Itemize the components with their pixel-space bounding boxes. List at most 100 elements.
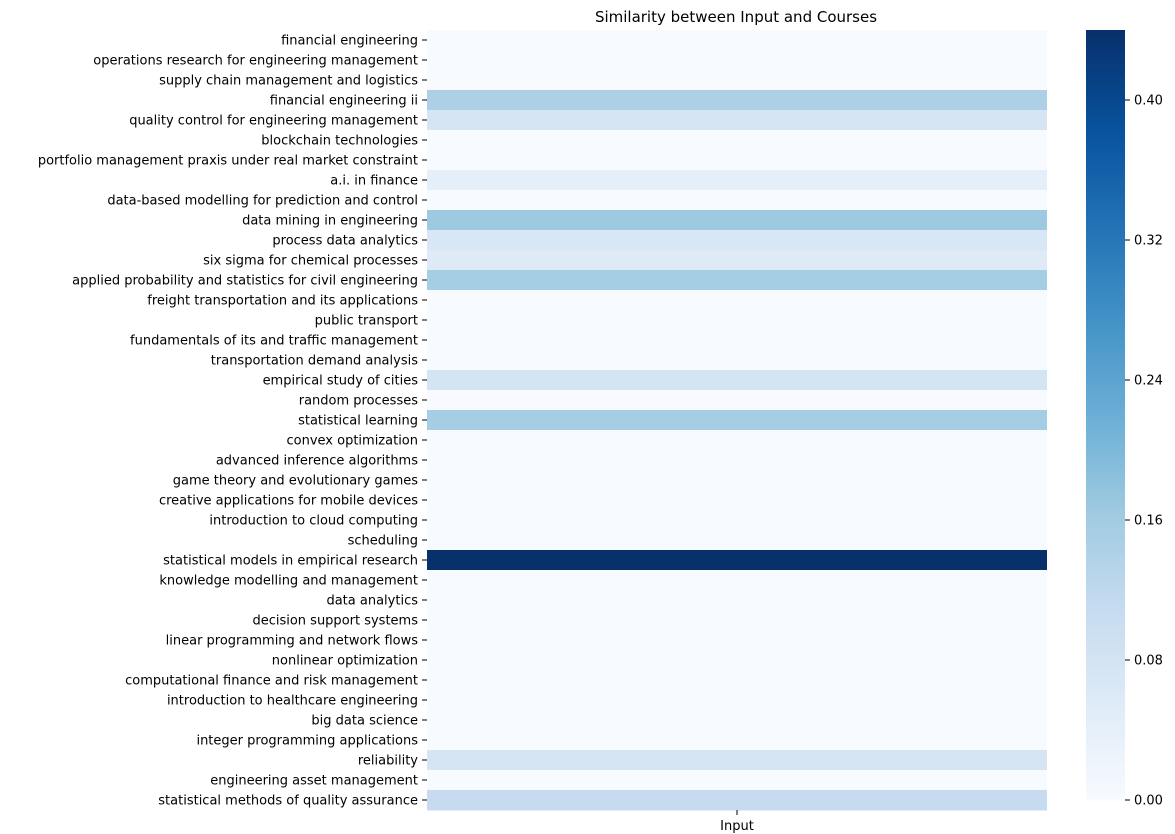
y-tick-label-computational-finance-and-risk-management: computational finance and risk managemen… bbox=[125, 674, 418, 689]
colorbar-gradient-step bbox=[1086, 56, 1125, 62]
colorbar-gradient-step bbox=[1086, 399, 1125, 405]
y-tick-label-knowledge-modelling-and-management: knowledge modelling and management bbox=[159, 574, 418, 589]
colorbar-gradient-step bbox=[1086, 661, 1125, 666]
colorbar-gradient-step bbox=[1086, 311, 1125, 316]
colorbar-gradient-step bbox=[1086, 588, 1125, 593]
heatmap-cell-engineering-asset-management bbox=[427, 770, 1047, 791]
colorbar-gradient-step bbox=[1086, 176, 1125, 181]
colorbar-gradient-step bbox=[1086, 622, 1125, 628]
colorbar-gradient-step bbox=[1086, 557, 1125, 562]
y-tick-label-process-data-analytics: process data analytics bbox=[272, 234, 418, 249]
y-tick-label-freight-transportation-and-its-applications: freight transportation and its applicati… bbox=[147, 294, 418, 309]
colorbar-gradient-step bbox=[1086, 99, 1125, 104]
colorbar-gradient-step bbox=[1086, 303, 1125, 308]
colorbar-gradient-step bbox=[1086, 449, 1125, 455]
colorbar-gradient-step bbox=[1086, 230, 1125, 235]
colorbar-gradient-step bbox=[1086, 157, 1125, 162]
heatmap-cell-introduction-to-healthcare-engineering bbox=[427, 690, 1047, 711]
colorbar-gradient-step bbox=[1086, 137, 1125, 143]
colorbar-gradient-step bbox=[1086, 276, 1125, 281]
heatmap-cell-creative-applications-for-mobile-devices bbox=[427, 490, 1047, 511]
colorbar-gradient-step bbox=[1086, 87, 1125, 93]
colorbar-gradient-step bbox=[1086, 314, 1125, 320]
heatmap-cells bbox=[427, 30, 1047, 811]
colorbar-gradient-step bbox=[1086, 364, 1125, 370]
colorbar-gradient-step bbox=[1086, 415, 1125, 420]
colorbar-gradient-step bbox=[1086, 384, 1125, 389]
heatmap-cell-advanced-inference-algorithms bbox=[427, 450, 1047, 471]
y-tick-label-applied-probability-and-statistics-for-civil-engineering: applied probability and statistics for c… bbox=[72, 274, 418, 289]
colorbar-gradient-step bbox=[1086, 542, 1125, 547]
heatmap-cell-applied-probability-and-statistics-for-civil-engineering bbox=[427, 270, 1047, 291]
colorbar-gradient-step bbox=[1086, 565, 1125, 570]
colorbar-gradient-step bbox=[1086, 353, 1125, 358]
x-tick-labels: Input bbox=[720, 810, 754, 834]
colorbar-gradient-step bbox=[1086, 187, 1125, 193]
heatmap-cell-introduction-to-cloud-computing bbox=[427, 510, 1047, 531]
colorbar-gradient-step bbox=[1086, 45, 1125, 50]
y-tick-label-decision-support-systems: decision support systems bbox=[252, 614, 418, 629]
colorbar-gradient-step bbox=[1086, 287, 1125, 293]
y-tick-label-engineering-asset-management: engineering asset management bbox=[210, 774, 418, 789]
colorbar-gradient-step bbox=[1086, 453, 1125, 458]
colorbar-gradient-step bbox=[1086, 195, 1125, 200]
y-tick-label-random-processes: random processes bbox=[299, 394, 419, 409]
colorbar-tick-label: 0.08 bbox=[1134, 654, 1163, 669]
colorbar-gradient-step bbox=[1086, 130, 1125, 135]
colorbar-gradient-step bbox=[1086, 172, 1125, 177]
colorbar-gradient-step bbox=[1086, 492, 1125, 497]
colorbar-gradient-step bbox=[1086, 599, 1125, 605]
y-tick-label-public-transport: public transport bbox=[315, 314, 418, 329]
colorbar-gradient-step bbox=[1086, 422, 1125, 428]
colorbar-gradient-step bbox=[1086, 395, 1125, 401]
colorbar-tick-label: 0.24 bbox=[1134, 374, 1163, 389]
heatmap-cell-statistical-methods-of-quality-assurance bbox=[427, 790, 1047, 811]
colorbar-gradient-step bbox=[1086, 780, 1125, 786]
colorbar-gradient-step bbox=[1086, 418, 1125, 424]
colorbar-gradient-step bbox=[1086, 515, 1125, 520]
colorbar-gradient-step bbox=[1086, 126, 1125, 131]
heatmap-cell-empirical-study-of-cities bbox=[427, 370, 1047, 391]
colorbar-gradient-step bbox=[1086, 734, 1125, 739]
colorbar-gradient-step bbox=[1086, 549, 1125, 555]
y-tick-label-blockchain-technologies: blockchain technologies bbox=[261, 134, 418, 149]
colorbar-gradient-step bbox=[1086, 403, 1125, 408]
colorbar-gradient-step bbox=[1086, 792, 1125, 797]
colorbar-gradient-step bbox=[1086, 715, 1125, 720]
colorbar-gradient-step bbox=[1086, 511, 1125, 516]
y-tick-label-introduction-to-cloud-computing: introduction to cloud computing bbox=[209, 514, 418, 529]
y-tick-label-portfolio-management-praxis-under-real-market-constraint: portfolio management praxis under real m… bbox=[38, 154, 418, 169]
colorbar-gradient-step bbox=[1086, 692, 1125, 697]
colorbar-gradient-step bbox=[1086, 149, 1125, 154]
colorbar-tick-label: 0.40 bbox=[1134, 94, 1163, 109]
colorbar-gradient-step bbox=[1086, 580, 1125, 585]
colorbar-gradient-step bbox=[1086, 757, 1125, 763]
colorbar-gradient-step bbox=[1086, 299, 1125, 304]
y-tick-label-supply-chain-management-and-logistics: supply chain management and logistics bbox=[159, 74, 418, 89]
heatmap-cell-decision-support-systems bbox=[427, 610, 1047, 631]
colorbar-gradient-step bbox=[1086, 133, 1125, 139]
heatmap-cell-game-theory-and-evolutionary-games bbox=[427, 470, 1047, 491]
colorbar-gradient-step bbox=[1086, 653, 1125, 659]
colorbar-gradient-step bbox=[1086, 191, 1125, 197]
colorbar-gradient-step bbox=[1086, 60, 1125, 66]
y-tick-label-quality-control-for-engineering-management: quality control for engineering manageme… bbox=[129, 114, 418, 129]
colorbar-gradient-step bbox=[1086, 434, 1125, 439]
colorbar-gradient-step bbox=[1086, 730, 1125, 736]
colorbar-gradient-step bbox=[1086, 468, 1125, 474]
y-tick-label-fundamentals-of-its-and-traffic-management: fundamentals of its and traffic manageme… bbox=[130, 334, 418, 349]
colorbar-gradient-step bbox=[1086, 719, 1125, 724]
heatmap-cell-data-analytics bbox=[427, 590, 1047, 611]
colorbar-gradient-step bbox=[1086, 499, 1125, 505]
y-tick-labels: financial engineering operations research… bbox=[38, 34, 427, 809]
colorbar-gradient-step bbox=[1086, 530, 1125, 535]
y-tick-label-scheduling: scheduling bbox=[348, 534, 418, 549]
colorbar-gradient-step bbox=[1086, 619, 1125, 624]
colorbar-gradient-step bbox=[1086, 180, 1125, 185]
colorbar-gradient-step bbox=[1086, 218, 1125, 224]
colorbar-gradient-step bbox=[1086, 703, 1125, 709]
heatmap-cell-big-data-science bbox=[427, 710, 1047, 731]
y-tick-label-big-data-science: big data science bbox=[311, 714, 418, 729]
y-tick-label-linear-programming-and-network-flows: linear programming and network flows bbox=[166, 634, 419, 649]
colorbar-gradient-step bbox=[1086, 696, 1125, 701]
